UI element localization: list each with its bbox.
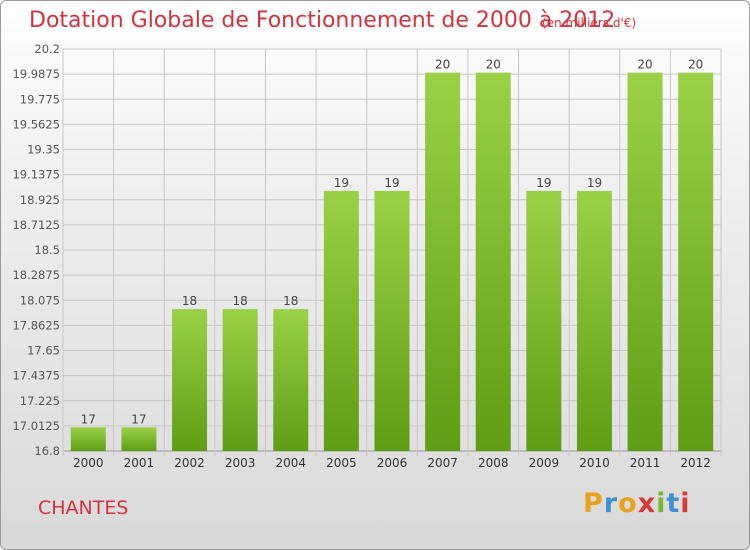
logo-letter: x	[637, 488, 657, 519]
bar	[273, 309, 309, 451]
logo-letter: r	[603, 488, 619, 519]
bar-value-label: 18	[283, 294, 298, 308]
x-tick-label: 2005	[326, 456, 357, 470]
y-tick-label: 17.225	[20, 394, 60, 408]
bar-value-label: 20	[637, 58, 652, 72]
x-tick-label: 2004	[275, 456, 306, 470]
y-tick-label: 17.65	[27, 344, 60, 358]
x-tick-label: 2010	[579, 456, 610, 470]
y-tick-label: 19.5625	[12, 117, 60, 131]
commune-name: CHANTES	[38, 497, 129, 519]
bar-value-label: 20	[486, 58, 501, 72]
proxiti-logo: Proxiti	[583, 488, 691, 519]
chart-title: Dotation Globale de Fonctionnement de 20…	[29, 8, 616, 33]
logo-letter: i	[680, 488, 691, 519]
y-tick-label: 19.9875	[12, 67, 60, 81]
bar	[425, 72, 461, 451]
bar	[70, 427, 106, 451]
y-tick-label: 18.2875	[12, 268, 60, 282]
bar	[576, 190, 612, 451]
y-tick-label: 20.2	[34, 42, 60, 56]
bar	[121, 427, 157, 451]
y-tick-label: 18.075	[20, 293, 60, 307]
logo-letter: o	[618, 488, 638, 519]
bar-value-label: 18	[182, 294, 197, 308]
y-tick-label: 19.775	[20, 92, 60, 106]
y-tick-label: 18.925	[20, 193, 60, 207]
bar-value-label: 17	[131, 412, 146, 426]
bar-value-label: 20	[688, 58, 703, 72]
y-tick-label: 17.4375	[12, 369, 60, 383]
bar	[678, 72, 714, 451]
x-tick-label: 2008	[478, 456, 509, 470]
bar-value-label: 19	[334, 176, 349, 190]
bar	[627, 72, 663, 451]
y-tick-label: 16.8	[34, 444, 60, 458]
y-tick-label: 19.1375	[12, 168, 60, 182]
bar	[475, 72, 511, 451]
x-tick-label: 2011	[630, 456, 661, 470]
logo-letter: P	[583, 488, 604, 519]
x-tick-label: 2000	[73, 456, 104, 470]
bar	[374, 190, 410, 451]
y-tick-label: 17.0125	[12, 419, 60, 433]
bar-value-label: 19	[384, 176, 399, 190]
bar-value-label: 17	[81, 412, 96, 426]
bar	[222, 309, 258, 451]
bar	[323, 190, 359, 451]
y-tick-label: 17.8625	[12, 318, 60, 332]
bar-value-label: 19	[587, 176, 602, 190]
bar	[172, 309, 208, 451]
x-tick-label: 2003	[225, 456, 256, 470]
x-tick-label: 2002	[174, 456, 205, 470]
bar-value-label: 19	[536, 176, 551, 190]
x-tick-label: 2001	[124, 456, 155, 470]
x-tick-label: 2009	[529, 456, 560, 470]
bar	[526, 190, 562, 451]
bar-value-label: 18	[233, 294, 248, 308]
logo-letter: t	[666, 488, 681, 519]
bar-value-label: 20	[435, 58, 450, 72]
y-tick-label: 18.7125	[12, 218, 60, 232]
y-tick-label: 18.5	[34, 243, 60, 257]
chart-subtitle: (en milliers d'€)	[542, 16, 637, 30]
x-tick-label: 2007	[427, 456, 458, 470]
x-tick-label: 2012	[680, 456, 711, 470]
logo-letter: i	[656, 488, 667, 519]
x-tick-label: 2006	[377, 456, 408, 470]
y-tick-label: 19.35	[27, 143, 60, 157]
